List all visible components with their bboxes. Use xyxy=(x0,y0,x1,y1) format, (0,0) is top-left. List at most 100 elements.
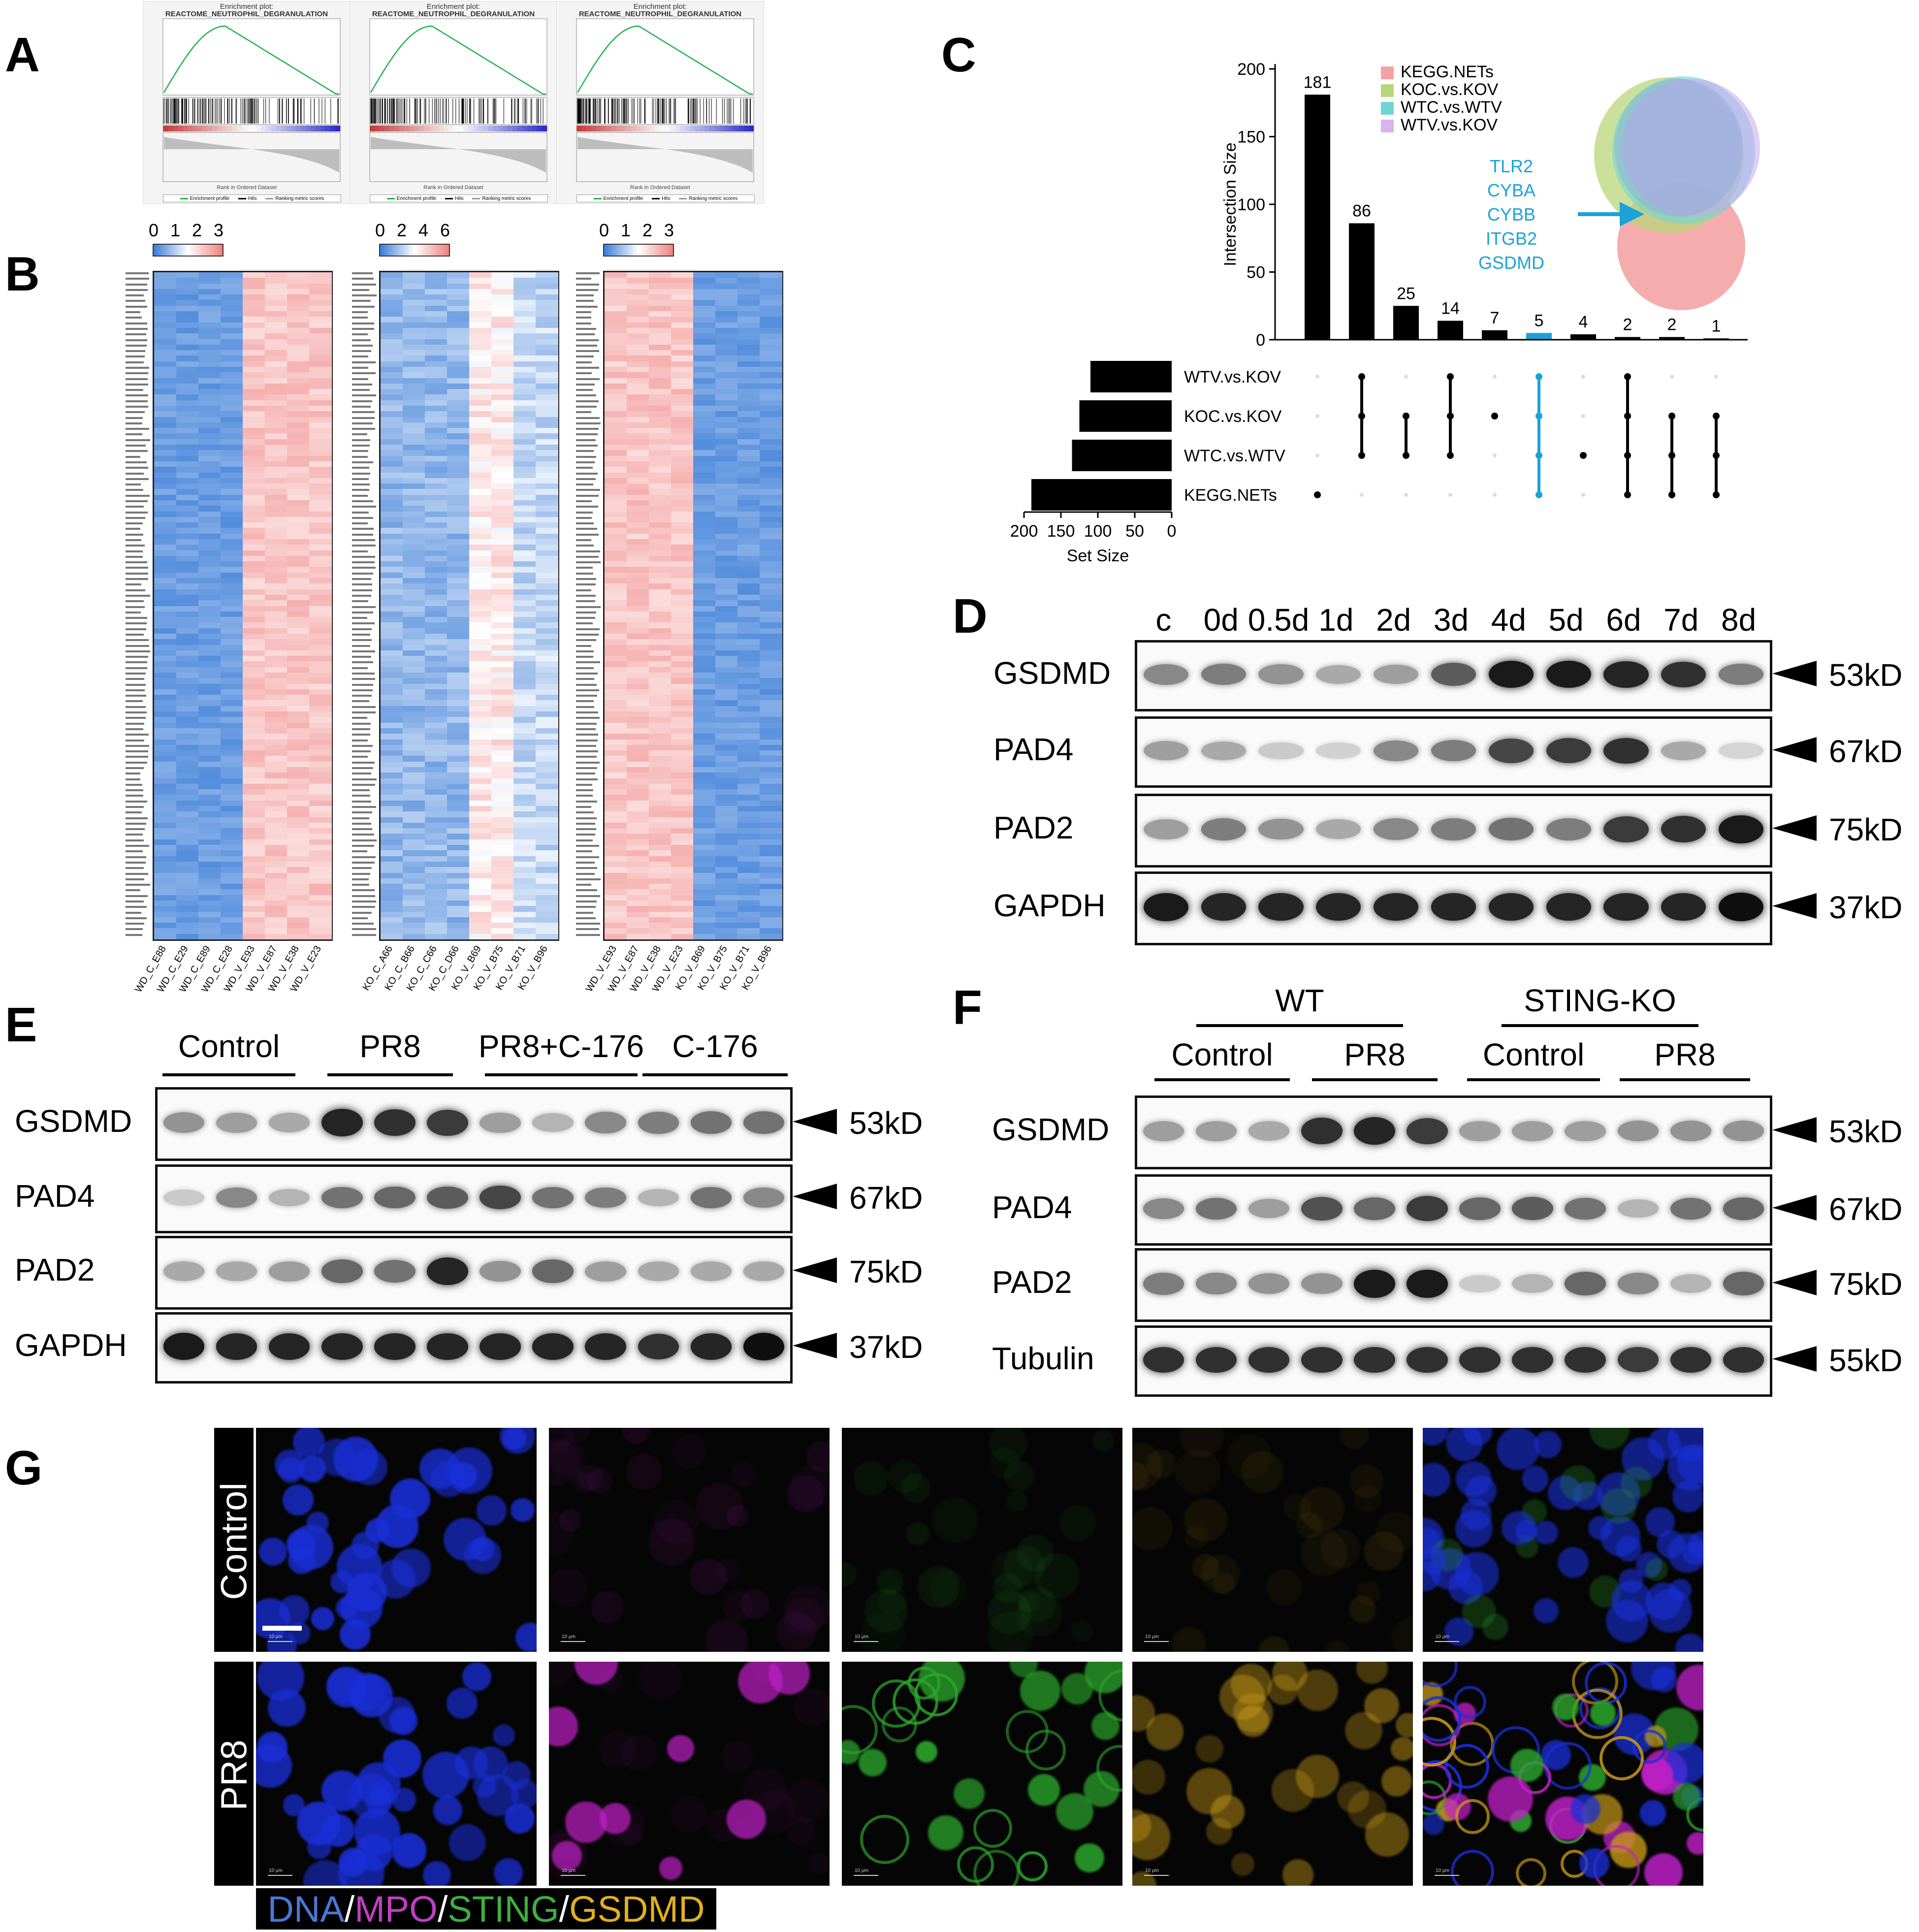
heatmap-cell xyxy=(287,850,310,857)
heatmap-cell xyxy=(671,778,694,784)
heatmap-cell xyxy=(605,389,627,395)
heatmap-cell xyxy=(221,633,243,640)
heatmap-cell xyxy=(381,511,403,517)
cell-signal xyxy=(808,1852,830,1875)
heatmap-cell xyxy=(425,744,448,751)
cell-signal xyxy=(1233,1693,1273,1733)
cell-signal xyxy=(1005,1710,1049,1753)
heatmap-cell xyxy=(649,606,672,612)
heatmap-cell xyxy=(693,650,716,656)
heatmap-cell xyxy=(693,561,716,567)
heatmap-cell xyxy=(381,761,403,768)
gene-label-line xyxy=(576,817,597,819)
heatmap-cell xyxy=(513,900,536,906)
heatmap-cell xyxy=(309,917,332,923)
protein-label: PAD4 xyxy=(992,1189,1072,1225)
heatmap-cell xyxy=(309,906,332,912)
heatmap-cell xyxy=(243,750,265,756)
heatmap-cell xyxy=(154,361,177,367)
heatmap-cell xyxy=(513,289,536,295)
cell-signal xyxy=(1132,1507,1173,1551)
heatmap-cell xyxy=(381,817,403,823)
heatmap-cell xyxy=(287,923,310,929)
heatmap-cell xyxy=(287,333,310,339)
heatmap-cell xyxy=(221,539,243,545)
heatmap-cell xyxy=(737,700,760,707)
heatmap-cell xyxy=(287,372,310,379)
cell-signal xyxy=(473,1746,508,1781)
heatmap-cell xyxy=(737,856,760,862)
heatmap-cell xyxy=(287,828,310,834)
heatmap-cell xyxy=(154,850,177,857)
heatmap-cell xyxy=(513,294,536,300)
heatmap-cell xyxy=(605,639,627,645)
gene-label-line xyxy=(576,578,596,580)
heatmap-cell xyxy=(243,711,265,717)
heatmap-cell xyxy=(469,522,492,528)
cell-signal xyxy=(433,1796,463,1825)
heatmap-cell xyxy=(469,289,492,295)
ranking-color-bar-segment xyxy=(394,126,400,131)
heatmap-cell xyxy=(513,300,536,306)
group-underline xyxy=(642,1073,788,1076)
heatmap-cell xyxy=(198,305,221,312)
heatmap-cell xyxy=(447,934,470,940)
cell-signal xyxy=(450,1462,478,1489)
gene-label-line xyxy=(126,934,143,936)
lane-label: 8d xyxy=(1721,602,1757,638)
heatmap-cell xyxy=(447,300,470,306)
heatmap-cell xyxy=(403,845,425,851)
gsea-curve-svg xyxy=(369,18,547,182)
heatmap-cell xyxy=(760,383,782,389)
gene-label-line xyxy=(126,545,145,547)
heatmap-cell xyxy=(198,867,221,873)
heatmap-cell xyxy=(513,834,536,840)
heatmap-cell xyxy=(605,461,627,467)
heatmap-cell xyxy=(176,867,199,873)
heatmap-cell xyxy=(605,711,627,717)
heatmap-cell xyxy=(671,400,694,406)
gene-label-line xyxy=(576,500,592,502)
heatmap-cell xyxy=(265,350,288,356)
cell-signal xyxy=(625,1453,662,1490)
heatmap-cell xyxy=(649,628,672,634)
heatmap-cell xyxy=(221,350,243,356)
heatmap-cell xyxy=(243,522,265,528)
heatmap-cell xyxy=(605,572,627,579)
heatmap-cell xyxy=(381,650,403,656)
heatmap-cell xyxy=(513,305,536,312)
cell-signal xyxy=(690,1558,727,1595)
heatmap-cell xyxy=(221,472,243,479)
gene-label-line xyxy=(352,478,369,480)
heatmap-cell xyxy=(715,389,738,395)
heatmap-cell xyxy=(536,744,558,751)
heatmap-cell xyxy=(154,305,177,312)
protein-band xyxy=(1512,1121,1553,1141)
heatmap-cell xyxy=(221,656,243,662)
cell-signal xyxy=(973,1849,1020,1886)
heatmap-cell xyxy=(287,800,310,806)
heatmap-cell xyxy=(737,572,760,579)
heatmap-cell xyxy=(671,578,694,584)
legend-swatch xyxy=(593,197,602,199)
heatmap-cell xyxy=(536,923,558,929)
heatmap-cell xyxy=(198,806,221,812)
gene-label-line xyxy=(576,428,599,430)
gene-label-line xyxy=(352,656,371,658)
heatmap-cell xyxy=(469,422,492,428)
band-arrow xyxy=(1772,893,1817,919)
heatmap-cell xyxy=(381,361,403,367)
protein-band xyxy=(163,1189,205,1206)
protein-label: PAD2 xyxy=(992,1264,1072,1300)
sub-group-label: Control xyxy=(1171,1037,1273,1072)
cell-signal xyxy=(973,1809,1012,1848)
heatmap-cell xyxy=(491,300,514,306)
heatmap-cell xyxy=(737,578,760,584)
cell-signal xyxy=(1211,1795,1245,1829)
heatmap-cell xyxy=(243,361,265,367)
heatmap-cell xyxy=(309,333,332,339)
heatmap-cell xyxy=(198,494,221,501)
cell-signal xyxy=(987,1590,1031,1634)
heatmap-cell xyxy=(309,389,332,395)
heatmap-cell xyxy=(265,372,288,379)
